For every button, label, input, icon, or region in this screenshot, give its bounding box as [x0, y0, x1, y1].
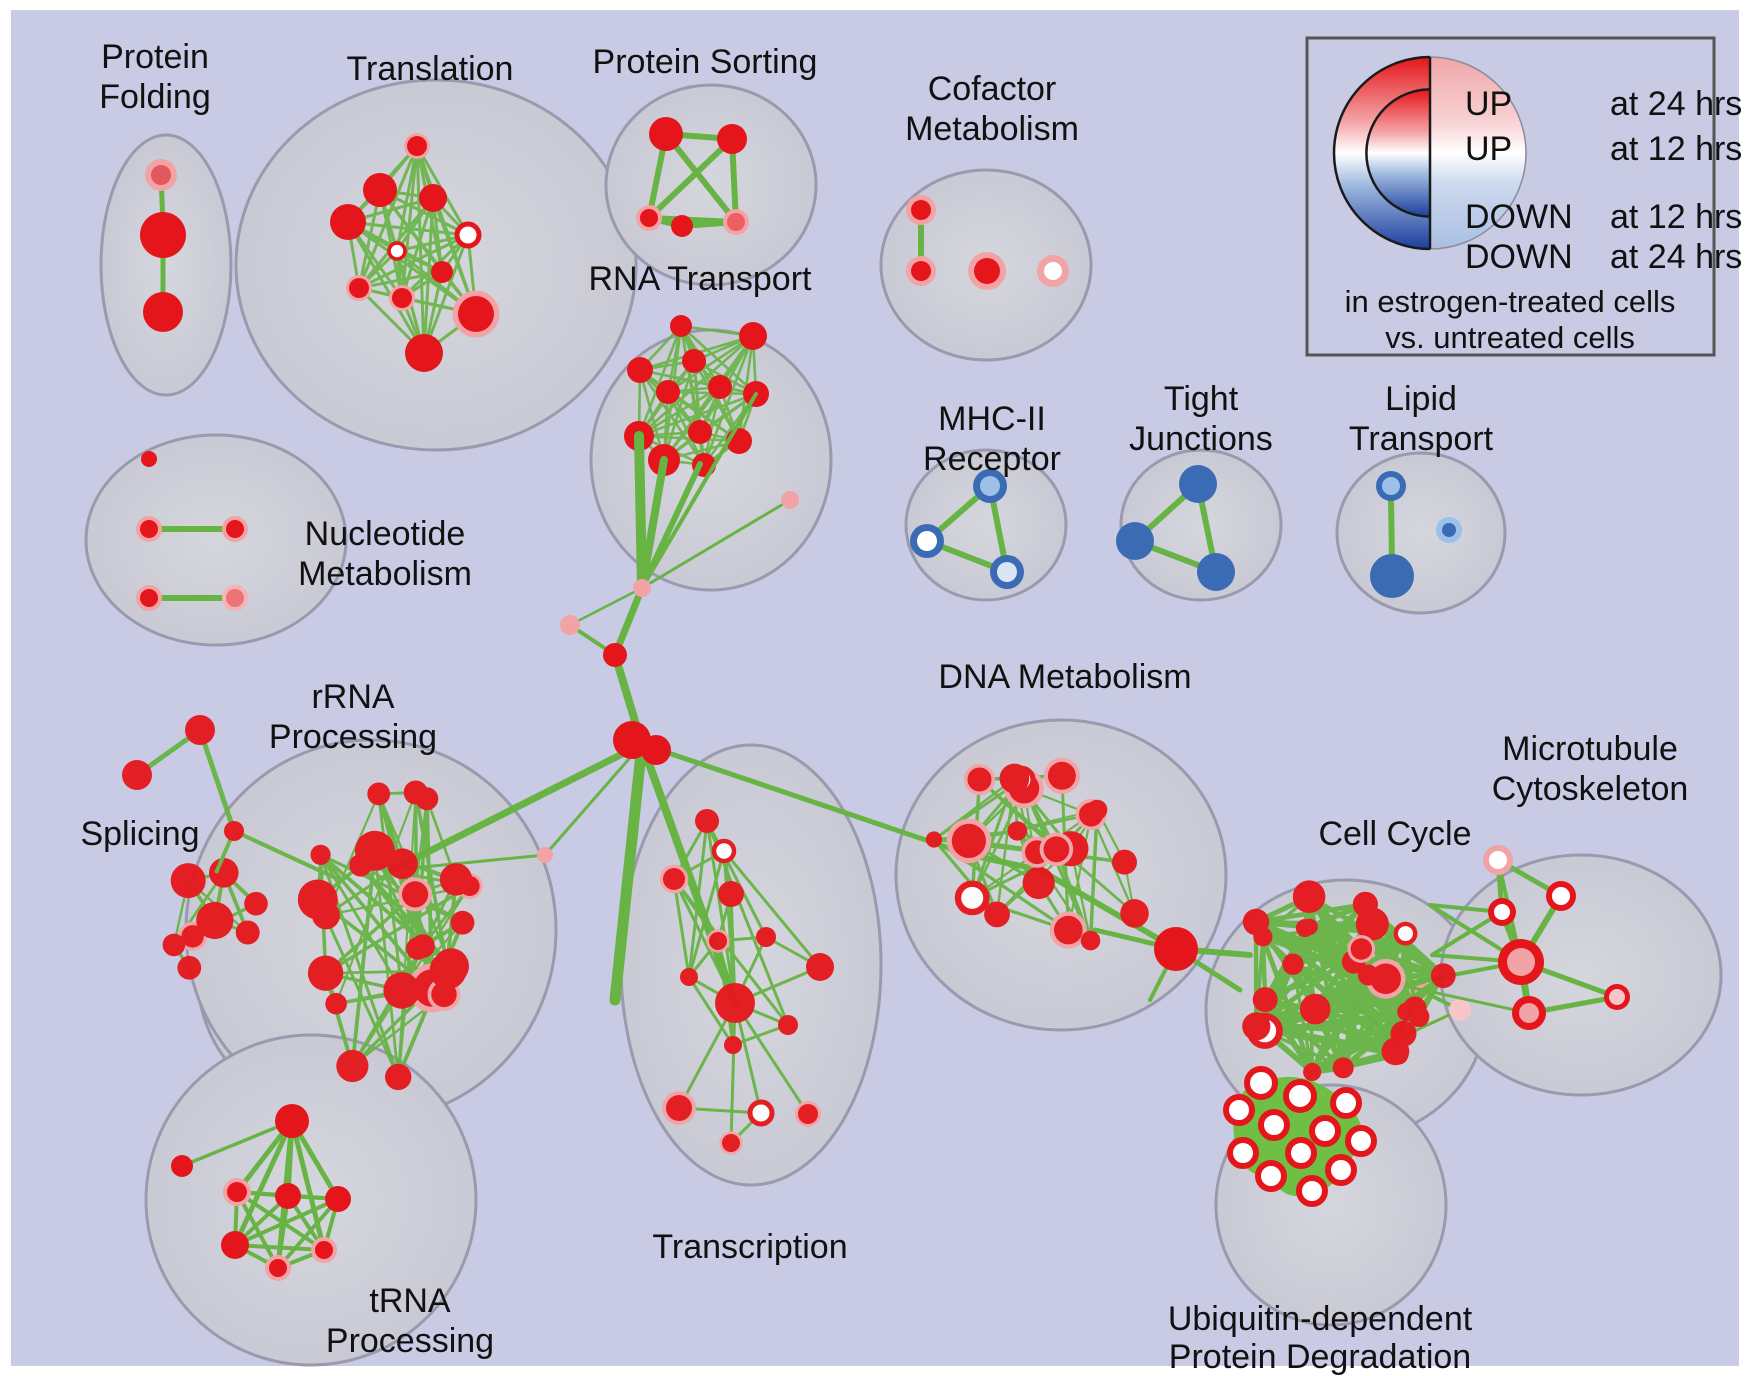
svg-text:Cell Cycle: Cell Cycle [1318, 815, 1471, 853]
svg-text:DOWN: DOWN [1465, 238, 1573, 276]
svg-text:Splicing: Splicing [80, 815, 199, 853]
svg-text:vs. untreated cells: vs. untreated cells [1385, 320, 1635, 355]
svg-text:Transcription: Transcription [652, 1228, 847, 1266]
svg-text:Lipid: Lipid [1385, 380, 1457, 418]
svg-text:Protein Degradation: Protein Degradation [1169, 1338, 1471, 1376]
svg-text:Receptor: Receptor [923, 440, 1061, 478]
svg-text:DNA Metabolism: DNA Metabolism [938, 658, 1191, 696]
svg-text:Microtubule: Microtubule [1502, 730, 1678, 768]
svg-text:Processing: Processing [269, 718, 437, 756]
svg-text:Metabolism: Metabolism [905, 110, 1079, 148]
svg-text:rRNA: rRNA [311, 678, 394, 716]
svg-text:at 24 hrs: at 24 hrs [1610, 238, 1742, 276]
svg-text:Junctions: Junctions [1129, 420, 1273, 458]
svg-text:at 12 hrs: at 12 hrs [1610, 130, 1742, 168]
svg-text:Metabolism: Metabolism [298, 555, 472, 593]
svg-text:Cofactor: Cofactor [928, 70, 1057, 108]
svg-text:tRNA: tRNA [369, 1282, 451, 1320]
svg-text:in estrogen-treated cells: in estrogen-treated cells [1345, 284, 1676, 319]
svg-text:RNA Transport: RNA Transport [589, 260, 813, 298]
svg-text:Translation: Translation [347, 50, 514, 88]
svg-text:Folding: Folding [99, 78, 211, 116]
svg-text:Tight: Tight [1164, 380, 1239, 418]
svg-text:Processing: Processing [326, 1322, 494, 1360]
svg-text:Protein: Protein [101, 38, 209, 76]
svg-text:Nucleotide: Nucleotide [305, 515, 466, 553]
svg-text:at 12 hrs: at 12 hrs [1610, 198, 1742, 236]
svg-text:Transport: Transport [1349, 420, 1494, 458]
svg-text:Protein Sorting: Protein Sorting [593, 43, 818, 81]
svg-text:at 24 hrs: at 24 hrs [1610, 85, 1742, 123]
svg-text:Ubiquitin-dependent: Ubiquitin-dependent [1168, 1300, 1473, 1338]
svg-text:Cytoskeleton: Cytoskeleton [1492, 770, 1689, 808]
svg-text:MHC-II: MHC-II [938, 400, 1046, 438]
svg-text:UP: UP [1465, 130, 1512, 168]
svg-text:DOWN: DOWN [1465, 198, 1573, 236]
svg-text:UP: UP [1465, 85, 1512, 123]
